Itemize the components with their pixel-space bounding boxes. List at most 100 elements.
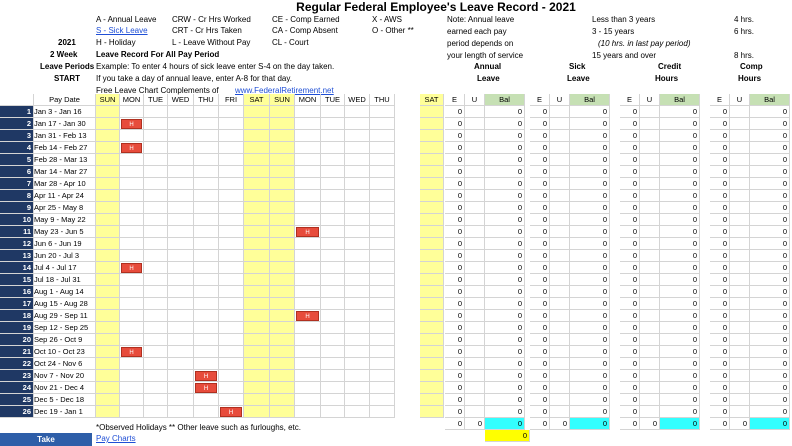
balance-cell[interactable]: 0 <box>660 106 700 118</box>
balance-cell[interactable]: 0 <box>570 286 610 298</box>
used-cell[interactable] <box>465 154 485 166</box>
day-cell[interactable] <box>270 118 295 130</box>
day-cell[interactable] <box>345 346 370 358</box>
earned-cell[interactable]: 0 <box>530 334 550 346</box>
earned-cell[interactable]: 0 <box>530 370 550 382</box>
used-cell[interactable] <box>730 190 750 202</box>
balance-cell[interactable]: 0 <box>660 118 700 130</box>
day-header-mon[interactable]: MON <box>120 94 144 106</box>
balance-cell[interactable]: 0 <box>750 406 790 418</box>
day-cell[interactable] <box>270 214 295 226</box>
total-cell[interactable]: 0 <box>530 418 550 430</box>
day-cell[interactable] <box>168 382 194 394</box>
day-cell[interactable] <box>270 358 295 370</box>
earned-cell[interactable]: 0 <box>620 106 640 118</box>
earned-cell[interactable]: 0 <box>710 202 730 214</box>
row-number[interactable]: 5 <box>0 154 34 166</box>
total-cell[interactable]: 0 <box>445 418 465 430</box>
used-cell[interactable] <box>550 214 570 226</box>
day-cell[interactable] <box>244 226 270 238</box>
used-cell[interactable] <box>550 262 570 274</box>
balance-cell[interactable]: 0 <box>570 394 610 406</box>
day-cell[interactable] <box>321 358 345 370</box>
balance-cell[interactable]: 0 <box>485 190 525 202</box>
balance-cell[interactable]: 0 <box>660 226 700 238</box>
used-cell[interactable] <box>465 298 485 310</box>
day-cell[interactable]: H <box>120 118 144 130</box>
day-cell[interactable] <box>219 190 244 202</box>
used-cell[interactable] <box>465 274 485 286</box>
total-cell[interactable]: 0 <box>465 418 485 430</box>
used-cell[interactable] <box>640 286 660 298</box>
earned-cell[interactable]: 0 <box>710 394 730 406</box>
used-cell[interactable] <box>640 346 660 358</box>
day-cell[interactable] <box>120 166 144 178</box>
row-number[interactable]: 12 <box>0 238 34 250</box>
day-header-sat[interactable]: SAT <box>244 94 270 106</box>
pay-date-cell[interactable]: Jan 3 - Jan 16 <box>34 106 96 118</box>
day-cell[interactable] <box>219 322 244 334</box>
used-cell[interactable] <box>550 382 570 394</box>
used-cell[interactable] <box>465 286 485 298</box>
balance-cell[interactable]: 0 <box>750 346 790 358</box>
balance-cell[interactable]: 0 <box>485 382 525 394</box>
day-cell[interactable] <box>244 370 270 382</box>
earned-cell[interactable]: 0 <box>530 250 550 262</box>
balance-cell[interactable]: 0 <box>485 106 525 118</box>
day-cell[interactable] <box>270 406 295 418</box>
balance-cell[interactable]: 0 <box>660 358 700 370</box>
pay-date-cell[interactable]: Aug 29 - Sep 11 <box>34 310 96 322</box>
day-cell[interactable] <box>96 202 120 214</box>
earned-cell[interactable]: 0 <box>530 394 550 406</box>
day-cell[interactable] <box>96 154 120 166</box>
earned-cell[interactable]: 0 <box>445 214 465 226</box>
day-cell[interactable] <box>370 274 395 286</box>
day-cell[interactable] <box>270 274 295 286</box>
balance-cell[interactable]: 0 <box>660 214 700 226</box>
earned-cell[interactable]: 0 <box>620 298 640 310</box>
day-cell[interactable] <box>420 130 444 142</box>
day-cell[interactable] <box>420 394 444 406</box>
day-cell[interactable] <box>244 178 270 190</box>
day-cell[interactable] <box>219 178 244 190</box>
used-cell[interactable] <box>465 118 485 130</box>
balance-cell[interactable]: 0 <box>485 262 525 274</box>
used-cell[interactable] <box>465 106 485 118</box>
day-cell[interactable] <box>420 214 444 226</box>
used-cell[interactable] <box>730 286 750 298</box>
day-cell[interactable] <box>270 394 295 406</box>
day-cell[interactable] <box>345 238 370 250</box>
row-number[interactable]: 10 <box>0 214 34 226</box>
day-cell[interactable] <box>144 322 168 334</box>
balance-cell[interactable]: 0 <box>660 298 700 310</box>
day-header-mon[interactable]: MON <box>295 94 321 106</box>
day-cell[interactable]: H <box>194 370 219 382</box>
day-cell[interactable] <box>295 370 321 382</box>
day-cell[interactable] <box>194 226 219 238</box>
day-cell[interactable] <box>120 370 144 382</box>
day-cell[interactable] <box>144 214 168 226</box>
earned-cell[interactable]: 0 <box>710 370 730 382</box>
balance-cell[interactable]: 0 <box>660 130 700 142</box>
day-cell[interactable] <box>96 286 120 298</box>
day-cell[interactable] <box>194 346 219 358</box>
day-cell[interactable] <box>420 286 444 298</box>
day-cell[interactable] <box>194 142 219 154</box>
day-cell[interactable] <box>420 334 444 346</box>
day-cell[interactable] <box>96 238 120 250</box>
balance-cell[interactable]: 0 <box>660 310 700 322</box>
day-cell[interactable]: H <box>120 346 144 358</box>
earned-cell[interactable]: 0 <box>445 142 465 154</box>
day-cell[interactable] <box>194 406 219 418</box>
balance-cell[interactable]: 0 <box>485 130 525 142</box>
row-number[interactable]: 6 <box>0 166 34 178</box>
day-cell[interactable] <box>194 106 219 118</box>
pay-date-cell[interactable]: Aug 15 - Aug 28 <box>34 298 96 310</box>
day-cell[interactable] <box>370 250 395 262</box>
earned-cell[interactable]: 0 <box>445 298 465 310</box>
used-cell[interactable] <box>730 358 750 370</box>
day-cell[interactable] <box>144 382 168 394</box>
day-cell[interactable] <box>168 250 194 262</box>
day-cell[interactable] <box>295 262 321 274</box>
balance-cell[interactable]: 0 <box>660 202 700 214</box>
